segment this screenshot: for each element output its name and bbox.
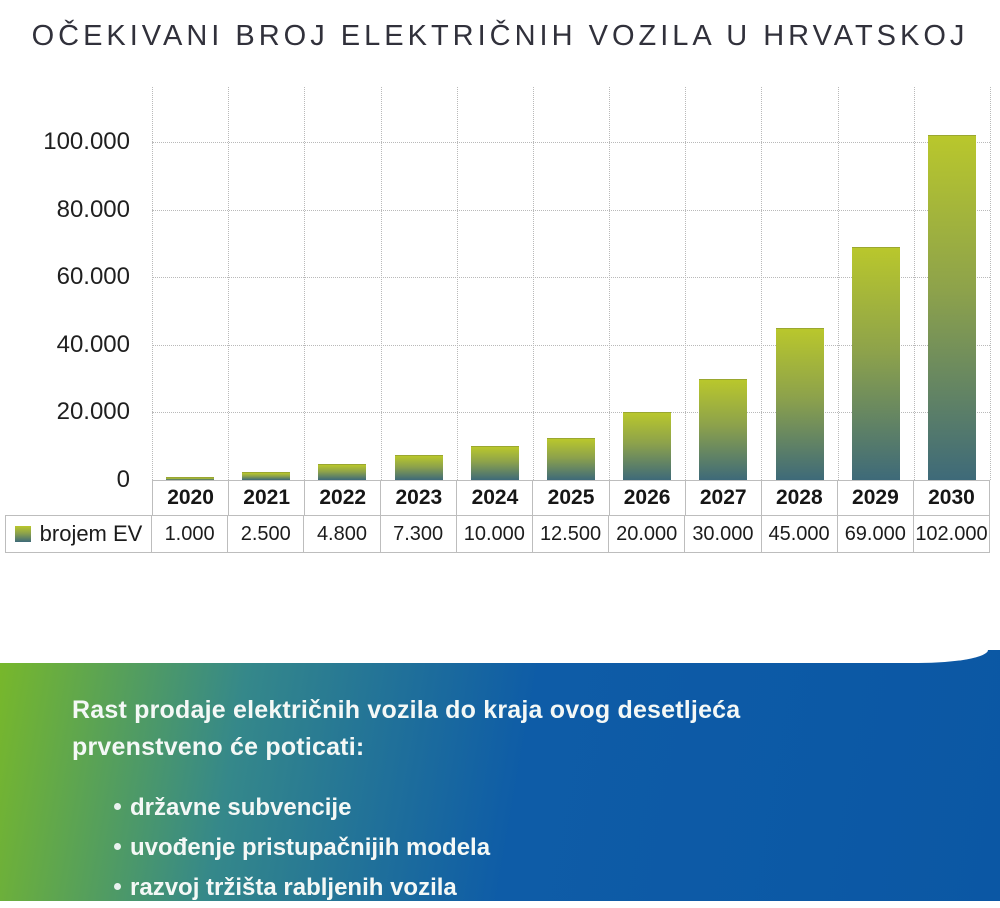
callout-heading-line1: Rast prodaje električnih vozila do kraja… — [72, 696, 741, 724]
bar-2023 — [394, 455, 443, 480]
gridline-h — [152, 344, 990, 346]
bar-2030 — [927, 135, 976, 480]
gridline-v — [761, 87, 763, 480]
gridline-v — [990, 87, 991, 480]
legend-cell: brojem EV — [5, 515, 152, 553]
y-axis-label: 100.000 — [43, 128, 130, 155]
bar-2028 — [775, 327, 824, 480]
gridline-v — [837, 87, 839, 480]
y-axis-label: 20.000 — [56, 398, 130, 426]
bullet-dot-icon — [114, 803, 121, 810]
value-cell: 69.000 — [836, 515, 914, 553]
value-cell: 30.000 — [684, 515, 762, 553]
callout-bullet-text: državne subvencije — [130, 794, 352, 821]
year-cell: 2029 — [836, 480, 914, 516]
y-axis: 0 20.000 40.000 60.000 80.000 100.000 — [0, 87, 140, 493]
year-cell: 2025 — [532, 480, 610, 516]
gridline-v — [152, 87, 153, 480]
year-cell: 2027 — [684, 480, 762, 516]
year-cell: 2028 — [760, 480, 838, 516]
gridline-v — [685, 87, 687, 480]
bar-2025 — [547, 437, 595, 480]
year-cell: 2026 — [608, 480, 686, 516]
bar-2022 — [318, 463, 367, 480]
bar-2020 — [166, 476, 215, 480]
bar-2021 — [242, 471, 291, 480]
gridline-v — [913, 87, 915, 480]
plot-area — [152, 87, 991, 481]
bar-2024 — [470, 446, 519, 480]
data-table-row: brojem EV 1.000 2.500 4.800 7.300 10.000 12.5… — [5, 515, 991, 553]
year-cell: 2024 — [456, 480, 534, 516]
callout-heading: Rast prodaje električnih vozila do kraja… — [72, 692, 960, 766]
value-cell: 10.000 — [455, 515, 533, 553]
callout-bullet-list: državne subvencije uvođenje pristupačnij… — [72, 788, 960, 908]
value-cell: 20.000 — [608, 515, 686, 553]
x-axis-year-row: 2020 2021 2022 2023 2024 2025 2026 2027 2028 2029… — [152, 480, 991, 516]
year-cell: 2020 — [152, 480, 230, 516]
callout-bullet-text: razvoj tržišta rabljenih vozila — [130, 874, 457, 901]
bullet-dot-icon — [114, 883, 121, 890]
gridline-v — [456, 87, 458, 480]
value-cell: 4.800 — [303, 515, 381, 553]
bar-2029 — [851, 246, 900, 480]
callout-bullet-item: državne subvencije — [72, 788, 960, 828]
callout-bullet-item: razvoj tržišta rabljenih vozila — [72, 868, 960, 908]
y-axis-label: 80.000 — [56, 195, 130, 223]
callout-top-curve — [0, 650, 988, 663]
value-cell: 7.300 — [379, 515, 457, 553]
gridline-v — [609, 87, 611, 480]
page-title: OČEKIVANI BROJ ELEKTRIČNIH VOZILA U HRVA… — [31, 20, 969, 52]
value-cell: 12.500 — [531, 515, 610, 553]
gridline-h — [152, 142, 990, 143]
y-axis-label: 0 — [116, 466, 130, 493]
year-cell: 2030 — [912, 480, 991, 516]
gridline-h — [152, 412, 990, 414]
year-cell: 2022 — [304, 480, 382, 516]
series-swatch-icon — [14, 526, 31, 542]
callout-bullet-text: uvođenje pristupačnijih modela — [130, 834, 491, 861]
gridline-h — [152, 209, 990, 211]
year-cell: 2021 — [228, 480, 306, 516]
gridline-v — [532, 87, 534, 480]
callout-bullet-item: uvođenje pristupačnijih modela — [72, 828, 960, 868]
year-cell: 2023 — [380, 480, 458, 516]
value-cell: 2.500 — [227, 515, 305, 553]
bar-2026 — [623, 412, 672, 480]
value-cell: 1.000 — [151, 515, 229, 553]
gridline-v — [304, 87, 306, 480]
gridline-h — [152, 277, 990, 279]
gridline-v — [228, 87, 230, 480]
gridline-v — [380, 87, 382, 480]
y-axis-label: 40.000 — [56, 330, 130, 358]
callout-heading-line2: prvenstveno će poticati: — [72, 733, 365, 761]
bullet-dot-icon — [114, 843, 121, 850]
callout-band: Rast prodaje električnih vozila do kraja… — [0, 650, 1000, 901]
legend-label: brojem EV — [39, 521, 143, 546]
bar-2027 — [699, 378, 748, 480]
ev-forecast-bar-chart: 0 20.000 40.000 60.000 80.000 100.000 2020 202… — [0, 87, 1000, 554]
value-cell: 102.000 — [912, 515, 991, 553]
y-axis-label: 60.000 — [56, 263, 130, 291]
value-cell: 45.000 — [760, 515, 838, 553]
